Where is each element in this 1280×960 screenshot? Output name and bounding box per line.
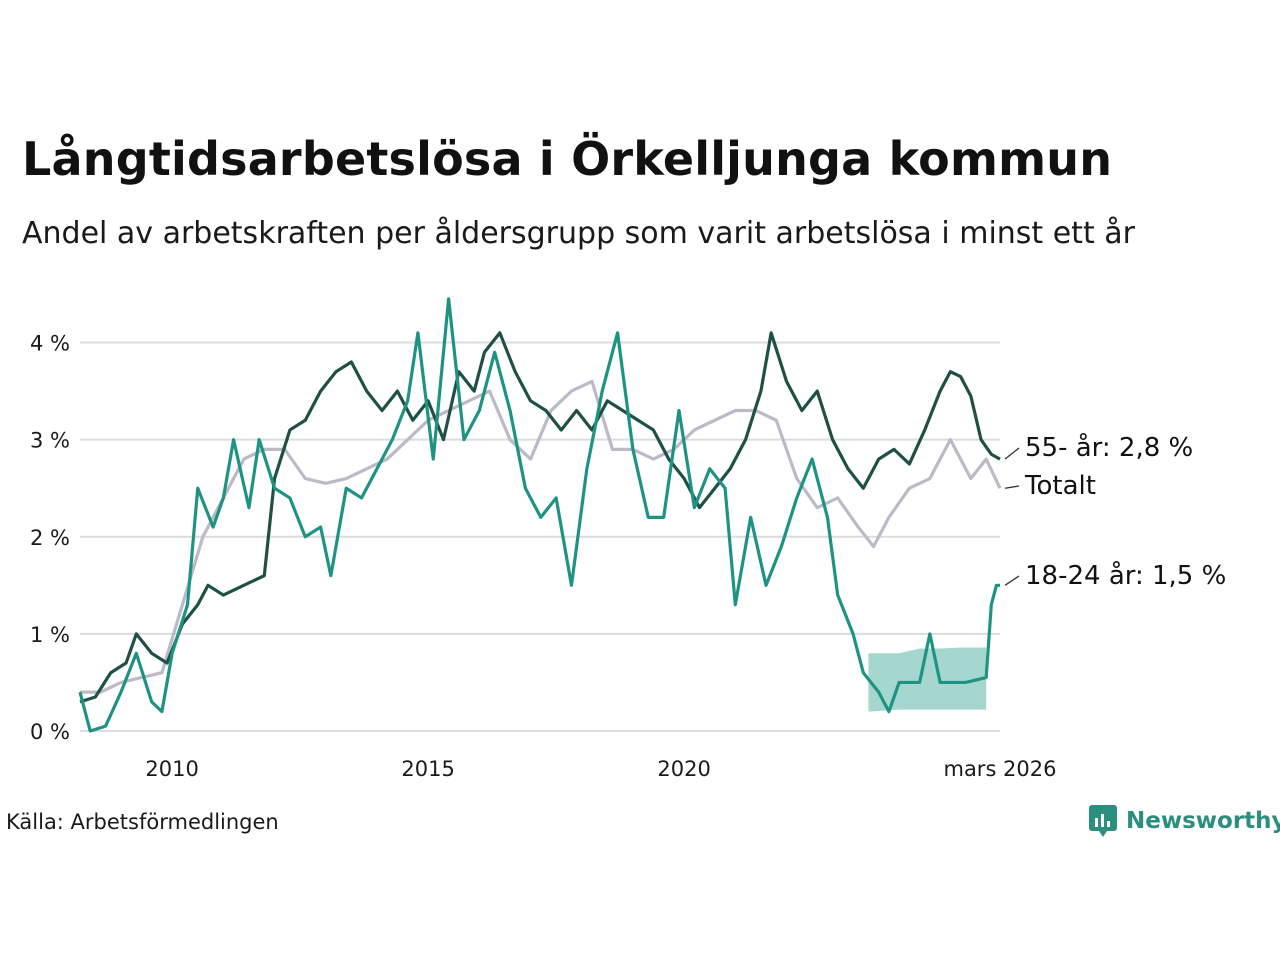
end-label-young: 18-24 år: 1,5 % xyxy=(1025,560,1226,591)
y-tick-label: 1 % xyxy=(30,623,70,647)
newsworthy-logo-icon xyxy=(1089,805,1117,837)
end-label-older: 55- år: 2,8 % xyxy=(1025,432,1193,463)
x-tick-label: 2010 xyxy=(145,757,198,781)
end-label-connector xyxy=(1004,447,1020,460)
y-tick-label: 2 % xyxy=(30,526,70,550)
x-tick-label: 2015 xyxy=(401,757,454,781)
series-line-young xyxy=(78,297,1000,733)
end-label-connector xyxy=(1004,485,1020,489)
series-line-older xyxy=(79,331,1001,704)
end-label-connector xyxy=(1004,575,1020,586)
page-title: Långtidsarbetslösa i Örkelljunga kommun xyxy=(22,132,1113,186)
y-tick-label: 0 % xyxy=(30,720,70,744)
end-label-total: Totalt xyxy=(1024,471,1096,501)
series-line-total xyxy=(80,379,1002,694)
x-tick-label: 2020 xyxy=(657,757,710,781)
x-tick-label: mars 2026 xyxy=(943,757,1056,781)
brand-logo[interactable]: Newsworthy xyxy=(1088,804,1280,838)
brand-name: Newsworthy xyxy=(1126,808,1280,834)
page-subtitle: Andel av arbetskraften per åldersgrupp s… xyxy=(22,216,1135,251)
source-note: Källa: Arbetsförmedlingen xyxy=(6,810,279,834)
uncertainty-band xyxy=(868,647,987,712)
y-tick-label: 4 % xyxy=(30,332,70,356)
y-tick-label: 3 % xyxy=(30,429,70,453)
